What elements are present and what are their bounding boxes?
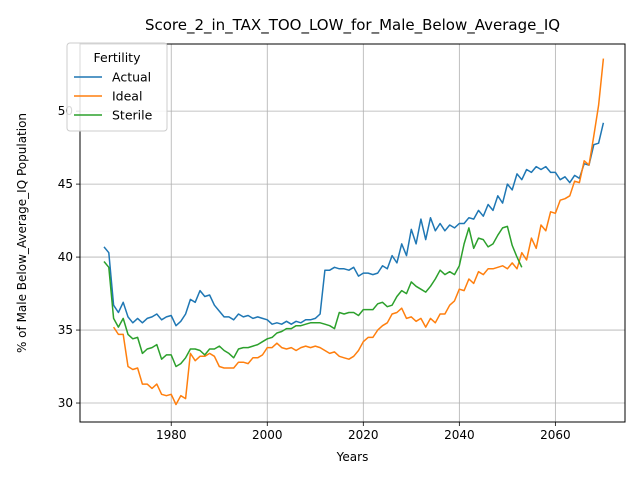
series-line-actual	[103, 122, 605, 327]
legend-title: Fertility	[94, 50, 142, 65]
chart-title: Score_2_in_TAX_TOO_LOW_for_Male_Below_Av…	[145, 16, 560, 35]
x-axis: 1980 2000 2020 2040 2060	[156, 422, 571, 442]
series-line-sterile	[103, 225, 523, 368]
x-tick-label: 2020	[348, 428, 379, 442]
legend-box	[66, 42, 168, 132]
legend-label-ideal: Ideal	[112, 89, 142, 104]
legend-label-sterile: Sterile	[112, 108, 153, 123]
y-tick-label: 45	[58, 177, 73, 191]
plot-frame	[79, 43, 626, 423]
y-tick-label: 35	[58, 323, 73, 337]
y-tick-label: 40	[58, 250, 73, 264]
x-tick-label: 2000	[252, 428, 283, 442]
legend: Fertility Actual Ideal Sterile	[66, 42, 168, 132]
x-tick-label: 2060	[540, 428, 571, 442]
x-axis-label: Years	[336, 450, 369, 464]
series-lines	[103, 58, 605, 406]
y-axis-label: % of Male Below_Average_IQ Population	[15, 113, 29, 353]
legend-label-actual: Actual	[112, 70, 151, 85]
x-tick-label: 1980	[156, 428, 187, 442]
grid-lines	[80, 44, 625, 422]
y-tick-label: 30	[58, 396, 73, 410]
x-tick-label: 2040	[444, 428, 475, 442]
series-line-ideal	[112, 58, 605, 406]
